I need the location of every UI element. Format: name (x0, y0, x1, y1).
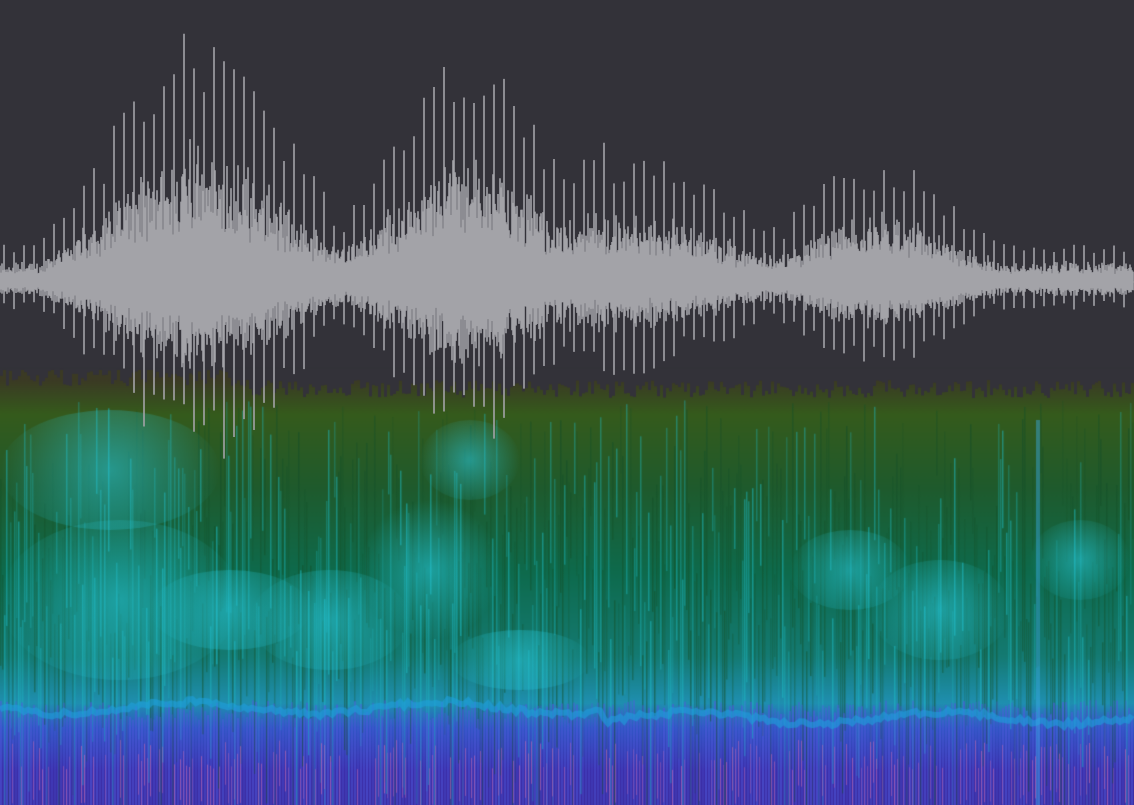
waveform-path (0, 33, 1134, 459)
waveform-trace (0, 33, 1134, 459)
